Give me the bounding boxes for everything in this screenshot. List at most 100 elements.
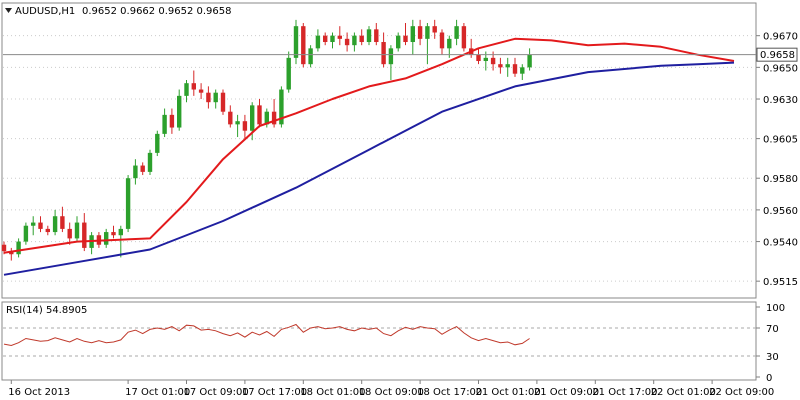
- rsi-axis: 100 70 30 0: [756, 303, 785, 384]
- price-tick-label: 0.9560: [763, 206, 798, 217]
- candle-body: [461, 26, 467, 49]
- candle-body: [45, 228, 50, 233]
- candle-body: [337, 35, 342, 39]
- candle-body: [228, 111, 233, 125]
- candle-body: [425, 26, 430, 39]
- candle-body: [417, 26, 423, 39]
- price-tick-label: 0.9630: [763, 95, 798, 106]
- candle-body: [133, 165, 138, 179]
- candle-body: [16, 241, 21, 255]
- ma-slow-line: [3, 61, 735, 276]
- time-tick-label: 17 Oct 01:00: [125, 387, 190, 398]
- candle-body: [344, 38, 350, 46]
- candle-body: [330, 35, 335, 43]
- rsi-line: [3, 323, 530, 347]
- price-tick-label: 0.9650: [763, 63, 798, 74]
- candle-body: [308, 48, 313, 65]
- candle-body: [118, 228, 123, 236]
- rsi-tick-label: 30: [766, 352, 779, 363]
- candle-body: [155, 133, 160, 153]
- candle-body: [169, 114, 175, 128]
- candle-body: [31, 222, 36, 226]
- collapse-triangle-icon: [5, 8, 12, 13]
- candle-body: [111, 232, 116, 236]
- candle-body: [147, 152, 153, 172]
- rsi-tick-label: 70: [766, 324, 779, 335]
- candle-body: [323, 35, 328, 43]
- rsi-panel: 100 70 30 0 RSI(14) 54.8905: [1, 301, 785, 384]
- price-tick-label: 0.9670: [763, 32, 798, 43]
- candle-body: [512, 64, 518, 74]
- candle-body: [67, 228, 72, 239]
- candle-body: [286, 57, 291, 90]
- time-tick-label: 18 Oct 17:00: [417, 387, 482, 398]
- time-tick-label: 17 Oct 17:00: [242, 387, 307, 398]
- candle-body: [498, 64, 503, 68]
- candle-body: [505, 64, 510, 68]
- candle-body: [1, 244, 7, 252]
- candle-body: [476, 54, 481, 62]
- candle-body: [490, 57, 496, 65]
- candle-body: [213, 92, 218, 103]
- candle-body: [432, 26, 437, 33]
- time-tick-label: 17 Oct 09:00: [184, 387, 249, 398]
- candle-body: [366, 29, 372, 43]
- candle-body: [206, 92, 211, 103]
- rsi-panel-frame: [1, 301, 757, 381]
- time-tick-label: 18 Oct 01:00: [300, 387, 365, 398]
- candle-body: [52, 216, 58, 233]
- candle-body: [162, 114, 167, 134]
- moving-averages: [3, 37, 735, 276]
- ma-fast-line: [3, 37, 735, 254]
- current-price-tag: 0.9658: [756, 47, 798, 62]
- candle-body: [388, 48, 394, 65]
- candle-body: [250, 105, 255, 131]
- candle-body: [396, 35, 401, 49]
- current-price-box: [756, 47, 798, 62]
- price-panel-frame: [1, 2, 757, 299]
- time-tick-label: 18 Oct 09:00: [359, 387, 424, 398]
- candle-body: [279, 89, 284, 125]
- candle-body: [184, 83, 189, 96]
- price-tick-label: 0.9515: [763, 277, 798, 288]
- candle-body: [454, 26, 459, 39]
- candle-body: [257, 105, 262, 125]
- candle-body: [352, 35, 357, 46]
- time-tick-label: 22 Oct 09:00: [709, 387, 774, 398]
- candle-body: [410, 26, 415, 43]
- candle-body: [264, 111, 269, 125]
- candle-body: [38, 222, 43, 229]
- candle-body: [271, 111, 277, 125]
- candle-body: [82, 222, 87, 248]
- rsi-tick-label: 0: [766, 373, 772, 384]
- candle-body: [60, 216, 65, 229]
- rsi-header: RSI(14) 54.8905: [6, 305, 87, 316]
- candle-body: [301, 26, 306, 65]
- candle-body: [191, 83, 196, 90]
- candle-body: [359, 35, 364, 43]
- current-price-label: 0.9658: [760, 50, 795, 61]
- candle-body: [527, 54, 532, 68]
- candle-body: [74, 222, 80, 239]
- candle-body: [315, 35, 321, 49]
- candle-body: [235, 121, 240, 125]
- candle-body: [104, 232, 109, 245]
- candle-body: [293, 26, 299, 58]
- candle-body: [447, 38, 452, 49]
- price-grid: [3, 35, 756, 282]
- candle-body: [140, 165, 145, 172]
- price-axis: 0.9670 0.9650 0.9630 0.9605 0.9580 0.9560 0.95…: [756, 32, 798, 288]
- candle-body: [483, 57, 488, 62]
- symbol-header: AUDUSD,H1 0.9652 0.9662 0.9652 0.9658: [5, 6, 232, 17]
- candle-body: [125, 178, 131, 229]
- candle-body: [23, 225, 29, 242]
- candle-body: [374, 29, 379, 43]
- candle-body: [177, 95, 182, 128]
- time-tick-label: 21 Oct 09:00: [534, 387, 599, 398]
- time-tick-label: 21 Oct 17:00: [592, 387, 657, 398]
- time-tick-label: 22 Oct 01:00: [651, 387, 716, 398]
- time-tick-label: 21 Oct 01:00: [476, 387, 541, 398]
- price-tick-label: 0.9540: [763, 238, 798, 249]
